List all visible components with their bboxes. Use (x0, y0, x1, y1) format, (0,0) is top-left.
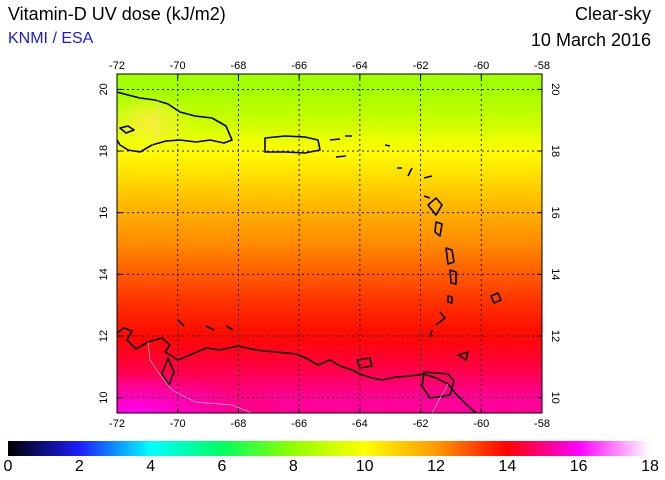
grenadines (429, 311, 446, 338)
colorbar-tick-label: 8 (288, 458, 298, 475)
map-title: Vitamin-D UV dose (kJ/m2) (8, 4, 226, 24)
gonave-island (119, 125, 135, 134)
colorbar-tick-label: 14 (498, 458, 517, 475)
margarita-island (356, 357, 373, 369)
lon-tick-label: -58 (534, 418, 550, 430)
lon-tick-label: -60 (473, 418, 489, 430)
lat-tick-label: 20 (98, 83, 110, 95)
hispaniola-dose-highlight (117, 94, 195, 150)
lat-tick-label: 20 (549, 83, 561, 95)
credit-label: KNMI / ESA (8, 30, 94, 47)
lat-labels-left: 10 12 14 16 18 20 (98, 83, 110, 403)
south-america-dose-highlight (117, 300, 457, 413)
lon-tick-label: -62 (413, 418, 429, 430)
lat-tick-label: 16 (98, 207, 110, 219)
borders (147, 99, 449, 413)
colorbar-tick-label: 4 (146, 458, 156, 475)
lon-labels-top: -72 -70 -68 -66 -64 -62 -60 -58 (109, 60, 550, 72)
haiti-dr-border (151, 99, 161, 146)
lat-tick-label: 14 (549, 268, 561, 280)
martinique (445, 247, 455, 265)
lat-tick-label: 12 (98, 330, 110, 342)
lat-tick-label: 18 (98, 145, 110, 157)
venezuela-guyana-border (431, 383, 449, 413)
colorbar-tick-label: 6 (217, 458, 227, 475)
lon-tick-label: -72 (109, 60, 125, 72)
lon-tick-label: -72 (109, 418, 125, 430)
lon-tick-label: -70 (170, 60, 186, 72)
colorbar-tick-label: 12 (427, 458, 445, 475)
lat-tick-label: 10 (98, 391, 110, 403)
lat-tick-label: 14 (98, 268, 110, 280)
lat-tick-label: 16 (549, 207, 561, 219)
lon-tick-label: -62 (413, 60, 429, 72)
coastlines (117, 91, 502, 413)
tobago (457, 351, 469, 361)
lon-tick-label: -70 (170, 418, 186, 430)
st-lucia (449, 269, 457, 285)
graticule (117, 74, 542, 413)
lon-tick-label: -68 (230, 60, 246, 72)
puerto-rico-coast (264, 135, 321, 154)
colorbar-tick-label: 2 (74, 458, 84, 475)
lon-tick-label: -66 (291, 418, 307, 430)
colombia-venezuela-border (147, 341, 253, 413)
dominica (434, 221, 443, 237)
colorbar (8, 441, 650, 456)
date-label: 10 March 2016 (530, 30, 651, 50)
lon-tick-label: -64 (352, 60, 368, 72)
colorbar-tick-label: 0 (3, 458, 13, 475)
lon-tick-label: -60 (473, 60, 489, 72)
south-america-coast (117, 327, 477, 413)
guadeloupe (427, 197, 443, 216)
lon-tick-label: -58 (534, 60, 550, 72)
trinidad (421, 371, 455, 399)
colorbar-tick-label: 18 (641, 458, 659, 475)
curacao-aruba-bonaire (177, 319, 234, 331)
colorbar-tick-label: 16 (569, 458, 588, 475)
st-vincent (447, 295, 453, 304)
lon-labels-bottom: -72 -70 -68 -66 -64 -62 -60 -58 (109, 418, 550, 430)
lat-tick-label: 12 (549, 330, 561, 342)
map-frame (116, 73, 543, 414)
tick-marks (116, 74, 543, 413)
sky-mode-label: Clear-sky (574, 4, 651, 24)
colorbar-tick-label: 10 (355, 458, 374, 475)
lat-tick-label: 10 (549, 391, 561, 403)
virgin-islands (329, 135, 352, 158)
lake-maracaibo (161, 357, 175, 386)
lat-labels-right: 10 12 14 16 18 20 (549, 83, 561, 403)
lon-tick-label: -68 (230, 418, 246, 430)
map-plot-area (117, 74, 542, 413)
lesser-antilles-north (384, 144, 433, 199)
barbados (490, 292, 502, 304)
lat-tick-label: 18 (549, 145, 561, 157)
lon-tick-label: -66 (291, 60, 307, 72)
uv-dose-map: -72 -70 -68 -66 -64 -62 -60 -58 -72 -70 -68 -66 -64… (98, 60, 561, 430)
lon-tick-label: -64 (352, 418, 368, 430)
